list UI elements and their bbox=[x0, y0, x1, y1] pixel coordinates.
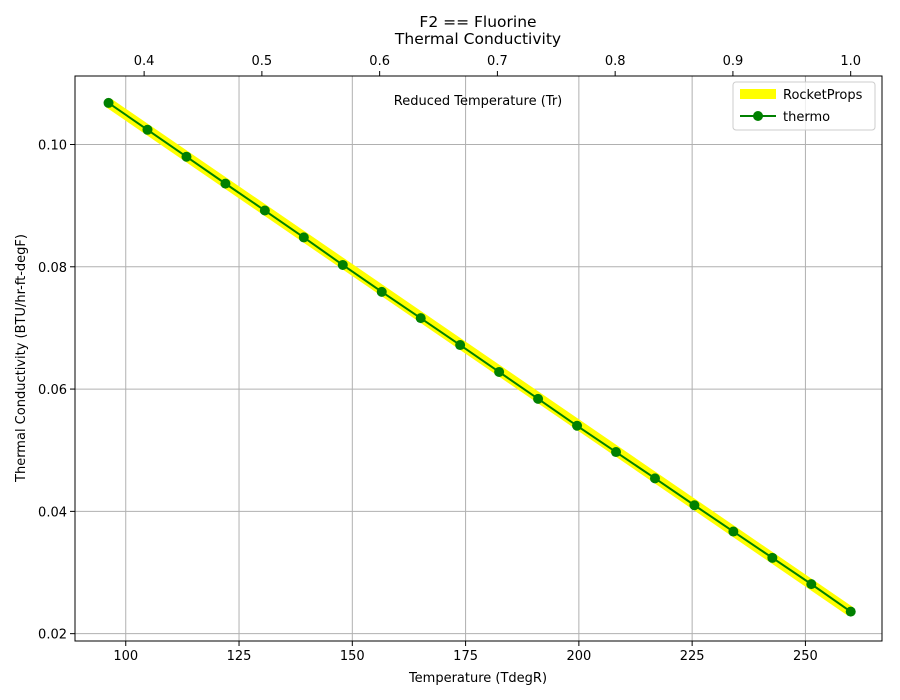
x-tick-label: 250 bbox=[793, 649, 818, 664]
y-tick-label: 0.06 bbox=[38, 383, 67, 398]
top-x-tick-label: 0.6 bbox=[369, 54, 390, 69]
series-layer bbox=[103, 97, 856, 617]
data-point-thermo bbox=[494, 366, 505, 377]
y-axis-label: Thermal Conductivity (BTU/hr-ft-degF) bbox=[14, 234, 29, 483]
legend: RocketProps thermo bbox=[732, 81, 876, 131]
y-tick-label: 0.08 bbox=[38, 261, 67, 276]
x-tick-label: 150 bbox=[340, 649, 365, 664]
x-tick-label: 225 bbox=[680, 649, 705, 664]
data-point-thermo bbox=[649, 473, 660, 484]
data-point-thermo bbox=[767, 552, 778, 563]
data-point-thermo bbox=[181, 151, 192, 162]
chart-title: F2 == Fluorine bbox=[419, 13, 536, 31]
x-tick-label: 175 bbox=[453, 649, 478, 664]
x-tick-label: 200 bbox=[566, 649, 591, 664]
data-point-thermo bbox=[376, 286, 387, 297]
top-x-tick-label: 0.4 bbox=[134, 54, 155, 69]
plot-frame bbox=[74, 75, 883, 642]
data-point-thermo bbox=[806, 579, 817, 590]
top-x-axis-label: Reduced Temperature (Tr) bbox=[394, 94, 562, 109]
x-tick-label: 125 bbox=[227, 649, 252, 664]
x-axis-label: Temperature (TdegR) bbox=[408, 671, 547, 686]
y-tick-label: 0.02 bbox=[38, 628, 67, 643]
y-tick-label: 0.04 bbox=[38, 505, 67, 520]
top-x-tick-label: 0.9 bbox=[723, 54, 744, 69]
legend-label-thermo: thermo bbox=[783, 110, 830, 125]
top-x-tick-label: 0.5 bbox=[252, 54, 273, 69]
data-point-thermo bbox=[142, 124, 153, 135]
grid bbox=[75, 76, 882, 641]
legend-label-rocketprops: RocketProps bbox=[783, 88, 863, 103]
data-point-thermo bbox=[298, 232, 309, 243]
data-point-thermo bbox=[572, 420, 583, 431]
data-point-thermo bbox=[689, 500, 700, 511]
data-point-thermo bbox=[728, 526, 739, 537]
legend-marker-thermo bbox=[753, 111, 763, 121]
data-point-thermo bbox=[259, 205, 270, 216]
top-x-tick-label: 1.0 bbox=[840, 54, 861, 69]
top-x-tick-label: 0.7 bbox=[487, 54, 508, 69]
y-tick-label: 0.10 bbox=[38, 138, 67, 153]
ticks: 100 125 150 175 200 225 250 0.02 0.04 0.06 0.08 0.1… bbox=[38, 54, 861, 664]
data-point-thermo bbox=[455, 340, 466, 351]
series-line-thermo bbox=[107, 102, 852, 613]
x-tick-label: 100 bbox=[113, 649, 138, 664]
data-point-thermo bbox=[337, 259, 348, 270]
data-point-thermo bbox=[220, 178, 231, 189]
data-point-thermo bbox=[415, 313, 426, 324]
data-point-thermo bbox=[533, 393, 544, 404]
data-point-thermo bbox=[845, 606, 856, 617]
top-x-tick-label: 0.8 bbox=[605, 54, 626, 69]
chart-subtitle: Thermal Conductivity bbox=[394, 30, 561, 48]
data-point-thermo bbox=[103, 97, 114, 108]
data-point-thermo bbox=[611, 447, 622, 458]
